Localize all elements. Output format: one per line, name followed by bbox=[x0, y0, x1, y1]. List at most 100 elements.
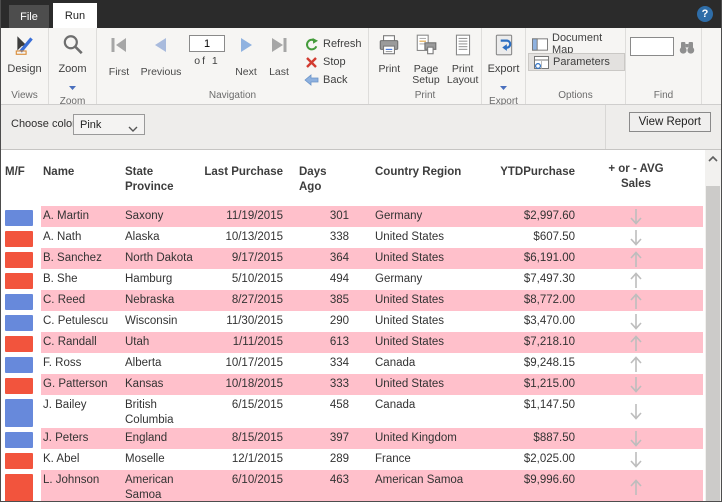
cell-ytd: $7,218.10 bbox=[471, 332, 583, 353]
next-page-button[interactable]: Next bbox=[229, 31, 263, 89]
color-select[interactable]: Pink bbox=[73, 114, 145, 135]
ribbon: Design Views Zoom Zoom bbox=[1, 28, 721, 107]
help-icon[interactable]: ? bbox=[697, 6, 713, 22]
cell-ytd: $9,996.60 bbox=[471, 470, 583, 501]
tab-run[interactable]: Run bbox=[53, 3, 97, 28]
ribbon-group-options: Document Map Parameters Options bbox=[526, 28, 626, 104]
table-row: A. Martin Saxony 11/19/2015 301 Germany … bbox=[5, 206, 705, 227]
refresh-button[interactable]: Refresh bbox=[299, 35, 366, 53]
cell-trend bbox=[583, 248, 703, 269]
page-setup-button[interactable]: Page Setup bbox=[408, 31, 445, 86]
group-label-navigation: Navigation bbox=[208, 90, 257, 101]
print-layout-icon bbox=[451, 33, 475, 62]
report-table: M/F Name State Province Last Purchase Da… bbox=[5, 162, 705, 501]
trend-arrow bbox=[628, 333, 644, 353]
cell-state: Utah bbox=[125, 332, 203, 353]
cell-days-ago: 463 bbox=[291, 470, 363, 501]
ribbon-group-navigation: First Previous of 1 Next bbox=[97, 28, 369, 104]
table-row: A. Nath Alaska 10/13/2015 338 United Sta… bbox=[5, 227, 705, 248]
view-report-button[interactable]: View Report bbox=[628, 112, 711, 132]
table-row: K. Abel Moselle 12/1/2015 289 France $2,… bbox=[5, 449, 705, 470]
gender-bar bbox=[5, 231, 33, 247]
ribbon-group-zoom: Zoom Zoom bbox=[49, 28, 97, 107]
header-days-ago: Days Ago bbox=[299, 166, 327, 193]
design-button[interactable]: Design bbox=[1, 31, 48, 75]
ribbon-group-print: Print Page Setup Print Layout Print bbox=[369, 28, 482, 104]
group-label-options: Options bbox=[558, 90, 593, 101]
first-page-button[interactable]: First bbox=[101, 31, 137, 89]
gender-bar bbox=[5, 378, 33, 394]
chevron-down-icon bbox=[69, 77, 76, 95]
table-body: A. Martin Saxony 11/19/2015 301 Germany … bbox=[5, 206, 705, 501]
color-select-value: Pink bbox=[80, 118, 102, 131]
cell-trend bbox=[583, 269, 703, 290]
cell-ytd: $1,147.50 bbox=[523, 399, 575, 411]
cell-country: Canada bbox=[375, 357, 416, 369]
cell-mf bbox=[5, 311, 41, 332]
cell-country: Germany bbox=[375, 273, 423, 285]
gender-bar bbox=[5, 210, 33, 226]
header-mf: M/F bbox=[5, 166, 25, 178]
cell-mf bbox=[5, 269, 41, 290]
scroll-up-icon bbox=[707, 150, 719, 168]
cell-days-ago: 458 bbox=[329, 399, 349, 411]
binoculars-icon[interactable] bbox=[678, 39, 696, 60]
zoom-button[interactable]: Zoom bbox=[49, 31, 96, 95]
cell-ytd: $2,025.00 bbox=[523, 453, 575, 465]
tab-file[interactable]: File bbox=[9, 5, 49, 28]
cell-name: B. She bbox=[43, 273, 78, 285]
cell-mf bbox=[5, 374, 41, 395]
divider bbox=[605, 105, 606, 149]
page-number-input[interactable] bbox=[189, 35, 225, 52]
tab-bar: File Run ? bbox=[1, 0, 721, 28]
table-row: L. Johnson American Samoa 6/10/2015 463 … bbox=[5, 470, 705, 501]
page-of-label: of 1 bbox=[194, 55, 220, 67]
trend-arrow bbox=[628, 249, 644, 269]
cell-mf bbox=[5, 428, 41, 449]
print-layout-button[interactable]: Print Layout bbox=[444, 31, 481, 86]
back-button[interactable]: Back bbox=[299, 71, 366, 89]
table-row: J. Peters England 8/15/2015 397 United K… bbox=[5, 428, 705, 449]
ribbon-group-export: Export Export bbox=[482, 28, 526, 107]
vertical-scrollbar[interactable] bbox=[705, 150, 721, 501]
find-input[interactable] bbox=[630, 37, 674, 56]
cell-last-purchase: 11/19/2015 bbox=[203, 206, 291, 227]
cell-days-ago: 301 bbox=[291, 206, 363, 227]
back-icon bbox=[303, 73, 319, 87]
cell-trend bbox=[583, 449, 703, 470]
gender-bar bbox=[5, 336, 33, 352]
header-avg-sales: + or - AVG Sales bbox=[608, 163, 664, 190]
cell-country: United States bbox=[363, 290, 471, 311]
print-label: Print bbox=[378, 63, 401, 75]
trend-arrow bbox=[628, 291, 644, 311]
refresh-icon bbox=[303, 37, 319, 51]
scrollbar-thumb[interactable] bbox=[706, 186, 720, 501]
cell-name: A. Nath bbox=[43, 231, 82, 243]
cell-mf bbox=[5, 332, 41, 353]
print-button[interactable]: Print bbox=[371, 31, 408, 75]
scroll-up-button[interactable] bbox=[705, 150, 721, 167]
last-label: Last bbox=[269, 66, 289, 78]
trend-arrow bbox=[628, 375, 644, 395]
cell-name: C. Petulescu bbox=[43, 315, 109, 327]
parameters-label: Parameters bbox=[553, 56, 610, 68]
cell-last-purchase: 9/17/2015 bbox=[203, 248, 291, 269]
trend-arrow bbox=[628, 312, 644, 332]
table-row: B. Sanchez North Dakota 9/17/2015 364 Un… bbox=[5, 248, 705, 269]
document-map-toggle[interactable]: Document Map bbox=[528, 32, 625, 56]
header-state-province: State Province bbox=[125, 166, 174, 193]
last-page-button[interactable]: Last bbox=[263, 31, 295, 89]
header-last-purchase: Last Purchase bbox=[204, 166, 283, 178]
parameters-toggle[interactable]: Parameters bbox=[528, 53, 625, 71]
cell-state: Alaska bbox=[125, 231, 160, 243]
cell-country: United States bbox=[363, 332, 471, 353]
cell-trend bbox=[583, 428, 703, 449]
print-layout-label: Print Layout bbox=[446, 63, 479, 86]
previous-page-button[interactable]: Previous bbox=[137, 31, 185, 89]
cell-mf bbox=[5, 248, 41, 269]
stop-button[interactable]: Stop bbox=[299, 53, 366, 71]
export-button[interactable]: Export bbox=[482, 31, 525, 95]
choose-color-label: Choose color bbox=[11, 118, 76, 130]
cell-days-ago: 290 bbox=[329, 315, 349, 327]
cell-name: A. Martin bbox=[41, 206, 125, 227]
